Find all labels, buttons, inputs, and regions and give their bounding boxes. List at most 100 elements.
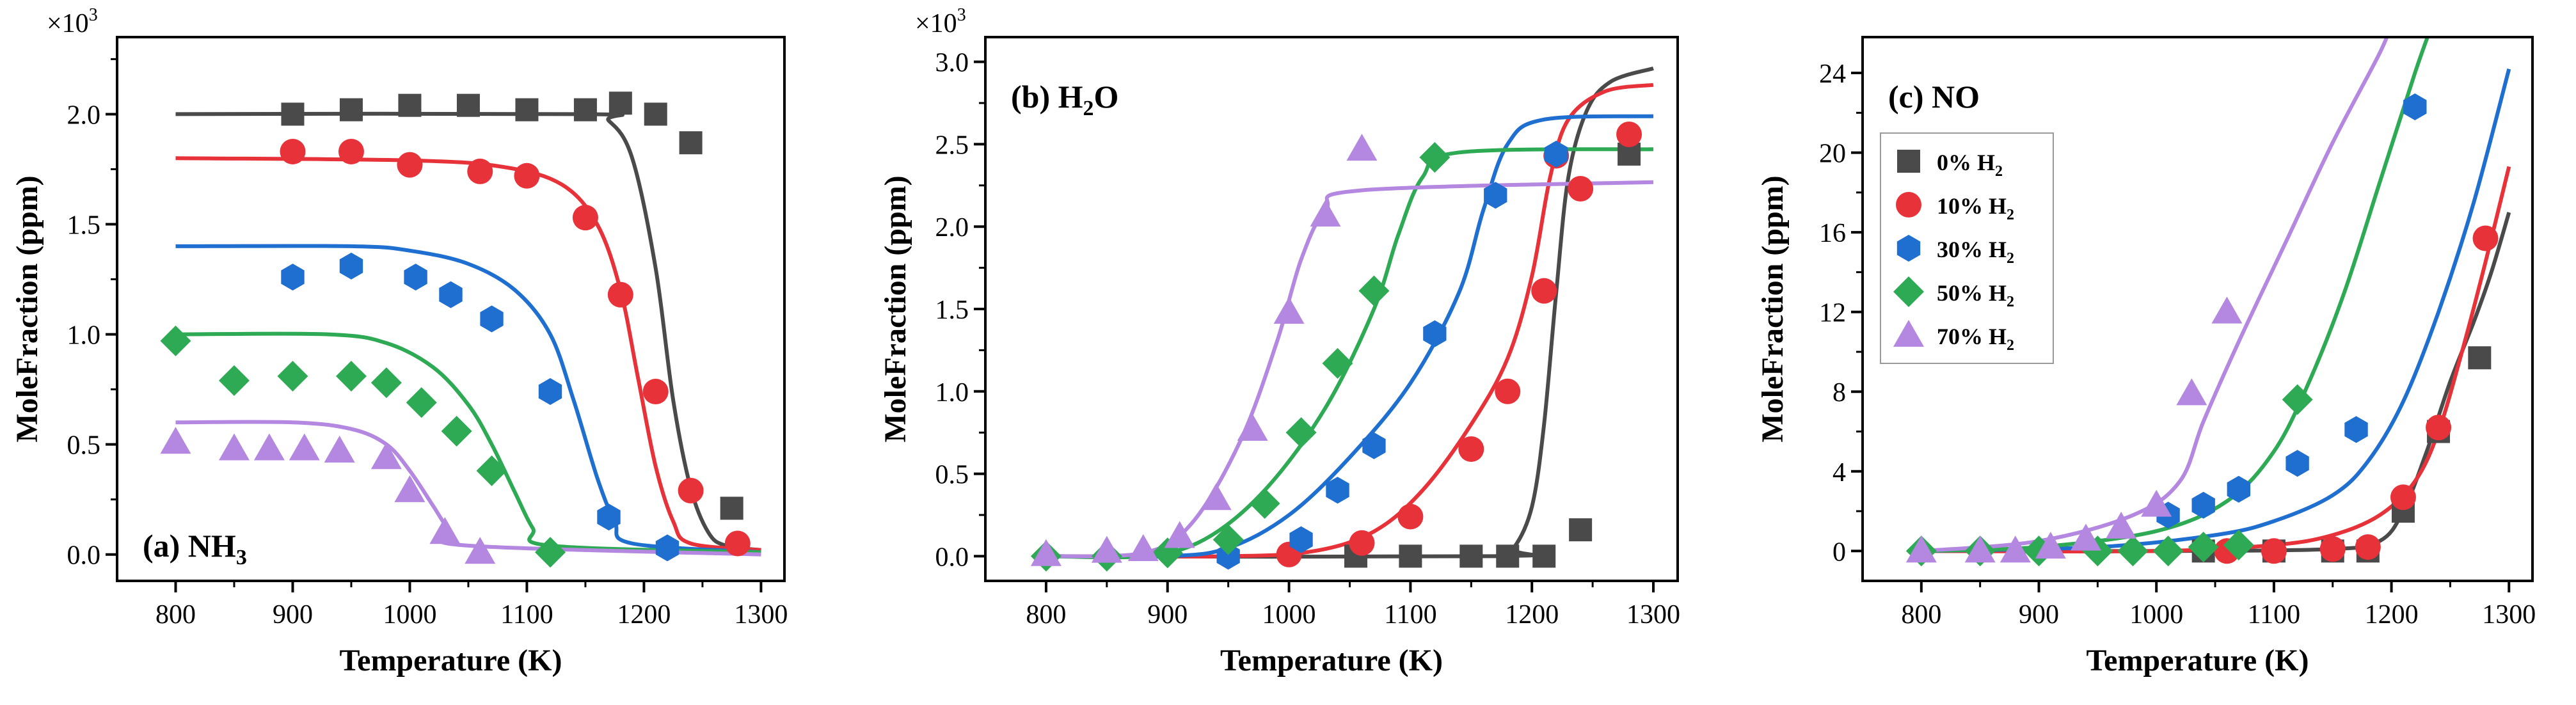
- data-point: [1397, 503, 1424, 530]
- data-point: [1399, 544, 1422, 568]
- data-point: [1362, 432, 1386, 459]
- x-tick-label: 1100: [500, 600, 553, 630]
- x-tick-label: 800: [1901, 600, 1941, 630]
- data-point: [2319, 536, 2346, 562]
- data-point: [1458, 436, 1484, 462]
- data-point: [480, 305, 504, 333]
- y-tick-label: 1.0: [935, 378, 969, 408]
- model-curve-10h2: [175, 156, 761, 552]
- data-point: [439, 281, 463, 308]
- x-tick-label: 1000: [2129, 600, 2183, 630]
- data-point: [394, 475, 425, 502]
- legend-marker: [1896, 192, 1921, 218]
- legend-label-text: 50% H: [1937, 280, 2007, 306]
- legend-label-subscript: 2: [2007, 294, 2014, 310]
- series-0h2: [281, 91, 743, 520]
- y-tick-label: 1.5: [935, 296, 969, 325]
- data-point: [370, 442, 402, 470]
- chart-panel-1: 800 900 1000 1100 1200 1300 0.0 0.5 1.0 1.5 2.0 Tem…: [10, 5, 788, 677]
- x-tick-label: 1300: [2482, 600, 2536, 630]
- data-point: [281, 102, 305, 126]
- data-point: [1423, 320, 1447, 347]
- series-50h2: [160, 325, 566, 568]
- series-30h2: [281, 252, 680, 562]
- data-point: [1459, 544, 1483, 568]
- panel-label-text: (c) NO: [1888, 79, 1980, 115]
- data-point: [1346, 134, 1378, 161]
- panel-label-subscript: 2: [1083, 97, 1094, 120]
- data-point: [476, 455, 507, 486]
- data-point: [280, 138, 306, 164]
- y-tick-label: 16: [1819, 219, 1846, 248]
- legend-marker: [1893, 276, 1924, 307]
- data-point: [679, 131, 703, 155]
- panel-label-subscript: 3: [236, 546, 247, 569]
- data-point: [2468, 346, 2492, 370]
- data-point: [1289, 526, 1313, 553]
- data-point: [2261, 538, 2287, 564]
- x-tick-label: 800: [1026, 600, 1066, 630]
- data-point: [1349, 530, 1375, 556]
- data-point: [429, 517, 461, 544]
- data-point: [404, 264, 427, 291]
- chart-panel-3: 800 900 1000 1100 1200 1300 0 4 8 12 16 20 24 Tempera…: [1756, 36, 2536, 677]
- data-point: [1216, 543, 1240, 570]
- data-point: [281, 264, 305, 291]
- data-point: [160, 427, 191, 454]
- model-curve-0h2: [1046, 67, 1654, 559]
- data-point: [2188, 532, 2219, 563]
- legend-label-subscript: 2: [2007, 207, 2014, 223]
- x-axis-label: Temperature (K): [1220, 644, 1443, 677]
- data-point: [515, 98, 539, 122]
- data-point: [607, 281, 633, 308]
- data-point: [678, 477, 704, 503]
- legend-label-subscript: 2: [2007, 337, 2014, 354]
- data-point: [1419, 142, 1451, 173]
- data-point: [160, 325, 191, 356]
- data-point: [1326, 477, 1349, 504]
- series-50h2: [1030, 142, 1451, 572]
- data-point: [2403, 93, 2427, 120]
- model-curve-30h2: [175, 244, 761, 555]
- data-point: [2035, 532, 2066, 559]
- data-point: [406, 387, 437, 418]
- data-point: [608, 91, 632, 115]
- legend-label-text: 0% H: [1937, 150, 1995, 175]
- data-point: [514, 162, 540, 189]
- legend-label: 70% H2: [1937, 324, 2014, 354]
- x-tick-label: 1200: [2365, 600, 2419, 630]
- x-tick-label: 800: [155, 600, 196, 630]
- data-point: [370, 367, 402, 399]
- data-point: [573, 98, 597, 122]
- legend-label: 10% H2: [1937, 193, 2014, 223]
- data-point: [2426, 415, 2452, 441]
- panel-label-suffix: O: [1094, 79, 1119, 115]
- data-point: [1285, 417, 1317, 448]
- legend-marker: [1893, 320, 1924, 347]
- exponent-label: ×103: [47, 5, 98, 38]
- exponent-label: ×103: [915, 5, 966, 38]
- data-point: [339, 252, 363, 280]
- data-point: [2282, 384, 2313, 415]
- series-70h2: [1905, 296, 2243, 563]
- series-10h2: [2214, 225, 2499, 564]
- data-point: [2191, 491, 2215, 519]
- data-point: [572, 205, 598, 231]
- data-point: [2344, 416, 2368, 443]
- x-tick-label: 1100: [1384, 600, 1436, 630]
- plot-frame: [116, 36, 786, 582]
- data-point: [1322, 348, 1353, 379]
- legend-label: 30% H2: [1937, 237, 2014, 267]
- y-tick-label: 1.5: [67, 211, 101, 241]
- legend-label-subscript: 2: [1995, 163, 2003, 180]
- data-point: [1030, 539, 1061, 566]
- x-tick-label: 1100: [2248, 600, 2300, 630]
- data-point: [1964, 535, 1996, 563]
- data-point: [1905, 535, 1937, 563]
- data-point: [338, 138, 364, 164]
- data-point: [538, 378, 562, 405]
- y-tick-label: 0.5: [67, 431, 101, 461]
- data-point: [289, 433, 320, 461]
- data-point: [2176, 378, 2207, 406]
- data-point: [597, 503, 621, 531]
